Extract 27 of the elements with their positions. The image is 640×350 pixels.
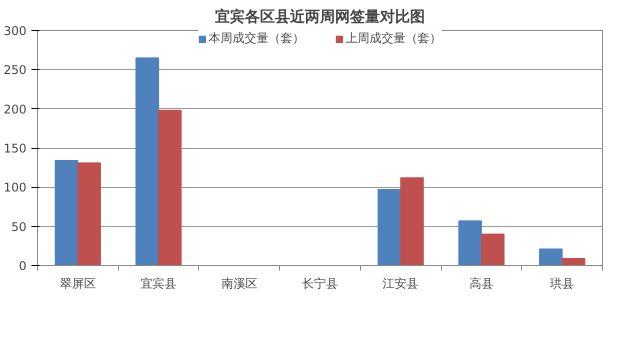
y-tick-label: 200 — [4, 102, 26, 116]
y-tick-label: 250 — [4, 63, 26, 78]
x-tick-label: 珙县 — [550, 276, 574, 290]
bar — [77, 162, 101, 266]
bar — [458, 220, 482, 266]
y-tick-label: 150 — [4, 142, 26, 156]
chart-title: 宜宾各区县近两周网签量对比图 — [215, 8, 425, 26]
bar — [480, 234, 505, 266]
y-tick-label: 50 — [11, 220, 27, 234]
legend-label: 上周成交量（套） — [346, 30, 442, 47]
bar — [562, 258, 586, 266]
x-tick-label: 翠屏区 — [60, 276, 96, 290]
x-tick-label: 宜宾县 — [140, 276, 177, 290]
y-tick-label: 300 — [4, 24, 26, 38]
bar — [158, 110, 182, 266]
legend-label: 本周成交量（套） — [208, 30, 304, 47]
bar — [400, 177, 424, 266]
y-tick-label: 0 — [18, 259, 27, 273]
x-tick-label: 南溪区 — [221, 276, 258, 290]
x-tick-label: 长宁县 — [302, 276, 338, 290]
bar — [378, 189, 402, 266]
bar — [135, 57, 160, 266]
x-tick-label: 高县 — [469, 276, 494, 290]
y-tick-label: 100 — [4, 180, 26, 195]
bar — [539, 248, 563, 266]
bar — [54, 160, 78, 266]
x-tick-label: 江安县 — [382, 276, 419, 290]
